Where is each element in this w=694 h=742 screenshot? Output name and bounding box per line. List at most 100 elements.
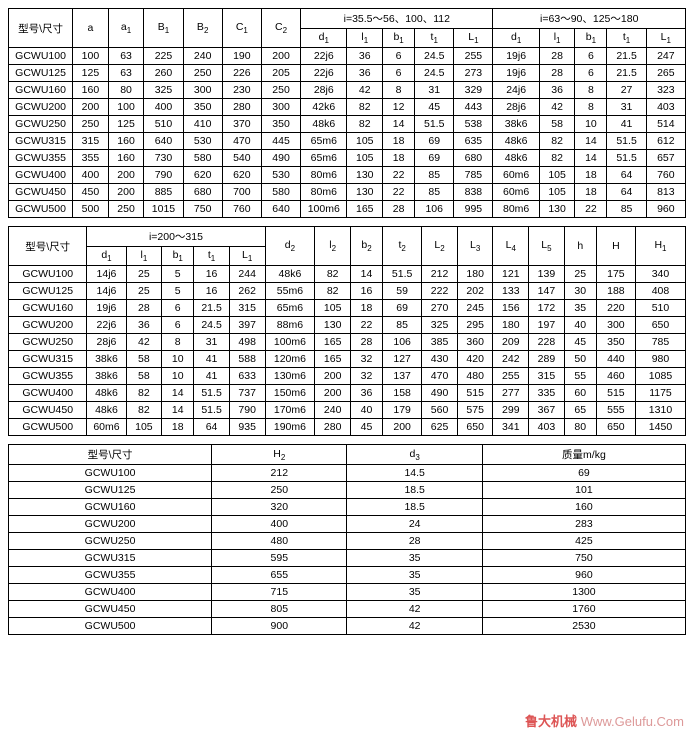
cell: 650 <box>635 317 685 334</box>
cell: 25 <box>564 266 596 283</box>
cell: 28 <box>347 533 482 550</box>
cell: 80m6 <box>301 184 347 201</box>
cell: 105 <box>539 167 575 184</box>
cell: 25 <box>126 266 162 283</box>
hdr-B1: B1 <box>144 9 183 48</box>
cell: 80m6 <box>301 167 347 184</box>
cell: 64 <box>607 167 646 184</box>
cell: 41 <box>194 351 230 368</box>
cell: 385 <box>422 334 458 351</box>
cell: 197 <box>529 317 565 334</box>
cell: 12 <box>383 99 415 116</box>
cell: 125 <box>73 65 109 82</box>
cell: 82 <box>126 402 162 419</box>
cell: GCWU250 <box>9 334 87 351</box>
cell: 22j6 <box>301 65 347 82</box>
cell: 80m6 <box>493 201 539 218</box>
cell: 5 <box>162 266 194 283</box>
cell: 133 <box>493 283 529 300</box>
cell: 100 <box>108 99 144 116</box>
cell: 60m6 <box>493 184 539 201</box>
table-row: GCWU400715351300 <box>9 584 686 601</box>
cell: 470 <box>422 368 458 385</box>
table-row: GCWU12514j62551626255m682165922220213314… <box>9 283 686 300</box>
hdr-l1a: l1 <box>347 29 383 48</box>
cell: 580 <box>261 184 300 201</box>
cell: 69 <box>383 300 422 317</box>
cell: 22 <box>383 167 415 184</box>
cell: 790 <box>144 167 183 184</box>
cell: 515 <box>457 385 493 402</box>
cell: 315 <box>229 300 265 317</box>
hdr-b1a: b1 <box>383 29 415 48</box>
table-row: GCWU5005002501015750760640100m6165281069… <box>9 201 686 218</box>
cell: 205 <box>261 65 300 82</box>
cell: 130 <box>347 167 383 184</box>
table-row: GCWU450805421760 <box>9 601 686 618</box>
cell: 51.5 <box>383 266 422 283</box>
cell: 1450 <box>635 419 685 436</box>
cell: 38k6 <box>87 351 126 368</box>
cell: 28 <box>539 65 575 82</box>
cell: 995 <box>454 201 493 218</box>
hdr-C1: C1 <box>222 9 261 48</box>
cell: 625 <box>422 419 458 436</box>
cell: 510 <box>635 300 685 317</box>
cell: 1760 <box>482 601 685 618</box>
cell: 25 <box>126 283 162 300</box>
cell: 65m6 <box>301 133 347 150</box>
hdr2-h: h <box>564 227 596 266</box>
cell: 838 <box>454 184 493 201</box>
hdr3-d3: d3 <box>347 445 482 465</box>
cell: 370 <box>222 116 261 133</box>
cell: 200 <box>73 99 109 116</box>
cell: 10 <box>575 116 607 133</box>
cell: 58 <box>126 368 162 385</box>
cell: 42 <box>347 618 482 635</box>
table-row: GCWU40048k6821451.5737150m62003615849051… <box>9 385 686 402</box>
cell: 160 <box>73 82 109 99</box>
hdr2-l2: l2 <box>315 227 351 266</box>
cell: 82 <box>539 150 575 167</box>
cell: 260 <box>144 65 183 82</box>
cell: 228 <box>529 334 565 351</box>
cell: 32 <box>351 351 383 368</box>
cell: 430 <box>422 351 458 368</box>
cell: 179 <box>383 402 422 419</box>
hdr-b1b: b1 <box>575 29 607 48</box>
cell: 8 <box>575 82 607 99</box>
cell: GCWU125 <box>9 482 212 499</box>
hdr-B2: B2 <box>183 9 222 48</box>
cell: 320 <box>212 499 347 516</box>
cell: 785 <box>635 334 685 351</box>
cell: 737 <box>229 385 265 402</box>
hdr2-H: H <box>596 227 635 266</box>
cell: 226 <box>222 65 261 82</box>
cell: 64 <box>607 184 646 201</box>
table-row: GCWU35565535960 <box>9 567 686 584</box>
cell: 45 <box>564 334 596 351</box>
cell: 813 <box>646 184 685 201</box>
cell: 31 <box>415 82 454 99</box>
cell: 960 <box>646 201 685 218</box>
cell: 106 <box>415 201 454 218</box>
cell: 130 <box>347 184 383 201</box>
cell: 16 <box>194 266 230 283</box>
cell: 48k6 <box>301 116 347 133</box>
cell: 8 <box>575 99 607 116</box>
cell: GCWU315 <box>9 351 87 368</box>
cell: 101 <box>482 482 685 499</box>
cell: 51.5 <box>607 133 646 150</box>
cell: 22 <box>383 184 415 201</box>
cell: 200 <box>315 385 351 402</box>
table-row: GCWU16032018.5160 <box>9 499 686 516</box>
cell: 247 <box>646 48 685 65</box>
cell: 24.5 <box>415 65 454 82</box>
table-row: GCWU500900422530 <box>9 618 686 635</box>
cell: 105 <box>539 184 575 201</box>
cell: 137 <box>383 368 422 385</box>
cell: 21.5 <box>607 48 646 65</box>
cell: 315 <box>529 368 565 385</box>
cell: GCWU100 <box>9 465 212 482</box>
cell: 403 <box>646 99 685 116</box>
